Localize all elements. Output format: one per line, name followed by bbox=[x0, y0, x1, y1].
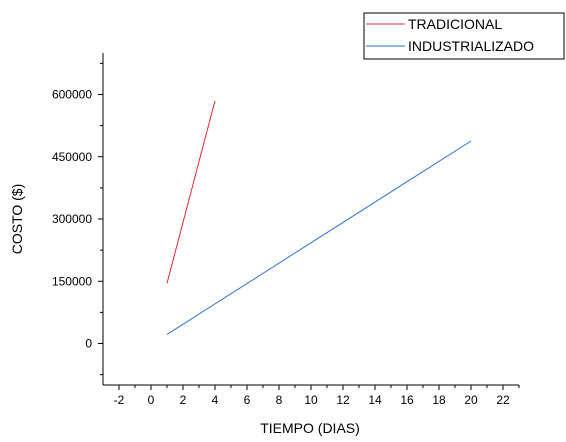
y-tick-label: 150000 bbox=[52, 274, 92, 288]
x-tick-label: 20 bbox=[464, 393, 478, 407]
x-tick-label: 22 bbox=[496, 393, 510, 407]
legend: TRADICIONAL INDUSTRIALIZADO bbox=[363, 12, 565, 60]
plot-area bbox=[166, 100, 472, 335]
x-tick-label: 4 bbox=[212, 393, 219, 407]
x-tick-label: 0 bbox=[148, 393, 155, 407]
x-tick-label: 14 bbox=[368, 393, 382, 407]
x-tick-label: 10 bbox=[304, 393, 318, 407]
y-tick-label: 450000 bbox=[52, 150, 92, 164]
legend-label-tradicional: TRADICIONAL bbox=[408, 16, 502, 32]
x-axis-title: TIEMPO (DIAS) bbox=[260, 420, 360, 436]
y-tick-label: 600000 bbox=[52, 88, 92, 102]
y-tick-label: 0 bbox=[85, 337, 92, 351]
y-tick-label: 300000 bbox=[52, 212, 92, 226]
legend-box bbox=[363, 12, 565, 60]
x-tick-label: -2 bbox=[114, 393, 125, 407]
x-tick-label: 6 bbox=[244, 393, 251, 407]
x-tick-label: 12 bbox=[336, 393, 350, 407]
x-tick-label: 2 bbox=[180, 393, 187, 407]
series-line-industrializado bbox=[166, 140, 472, 335]
x-tick-label: 18 bbox=[432, 393, 446, 407]
y-axis-title: COSTO ($) bbox=[9, 184, 25, 255]
axes: -2 0 2 4 6 8 10 12 14 16 18 20 22 0 150000 300000 450000… bbox=[52, 53, 520, 407]
x-tick-label: 16 bbox=[400, 393, 414, 407]
legend-label-industrializado: INDUSTRIALIZADO bbox=[408, 38, 534, 54]
series-line-tradicional bbox=[166, 100, 216, 284]
x-tick-label: 8 bbox=[276, 393, 283, 407]
